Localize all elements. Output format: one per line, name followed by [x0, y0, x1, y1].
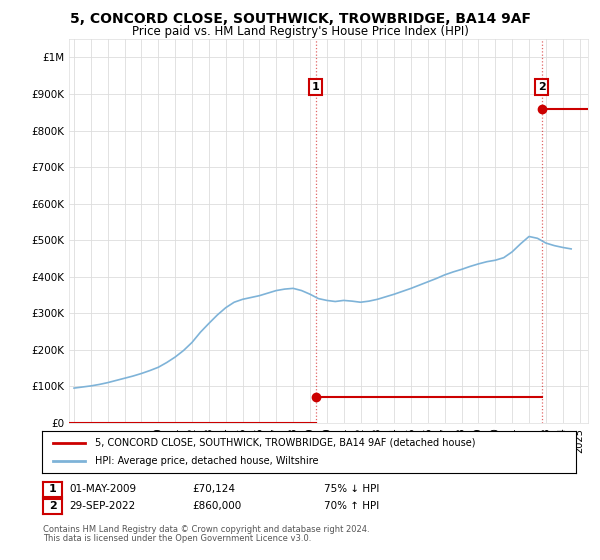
- Text: 75% ↓ HPI: 75% ↓ HPI: [324, 484, 379, 494]
- Text: Contains HM Land Registry data © Crown copyright and database right 2024.: Contains HM Land Registry data © Crown c…: [43, 525, 370, 534]
- Text: 1: 1: [311, 82, 319, 92]
- Text: £70,124: £70,124: [192, 484, 235, 494]
- Text: £860,000: £860,000: [192, 501, 241, 511]
- Text: 2: 2: [538, 82, 545, 92]
- Text: 5, CONCORD CLOSE, SOUTHWICK, TROWBRIDGE, BA14 9AF: 5, CONCORD CLOSE, SOUTHWICK, TROWBRIDGE,…: [70, 12, 530, 26]
- Text: 70% ↑ HPI: 70% ↑ HPI: [324, 501, 379, 511]
- Text: 5, CONCORD CLOSE, SOUTHWICK, TROWBRIDGE, BA14 9AF (detached house): 5, CONCORD CLOSE, SOUTHWICK, TROWBRIDGE,…: [95, 438, 476, 448]
- Text: 2: 2: [49, 501, 56, 511]
- Text: 29-SEP-2022: 29-SEP-2022: [69, 501, 135, 511]
- Text: This data is licensed under the Open Government Licence v3.0.: This data is licensed under the Open Gov…: [43, 534, 311, 543]
- Text: HPI: Average price, detached house, Wiltshire: HPI: Average price, detached house, Wilt…: [95, 456, 319, 466]
- Text: 1: 1: [49, 484, 56, 494]
- Text: 01-MAY-2009: 01-MAY-2009: [69, 484, 136, 494]
- Text: Price paid vs. HM Land Registry's House Price Index (HPI): Price paid vs. HM Land Registry's House …: [131, 25, 469, 38]
